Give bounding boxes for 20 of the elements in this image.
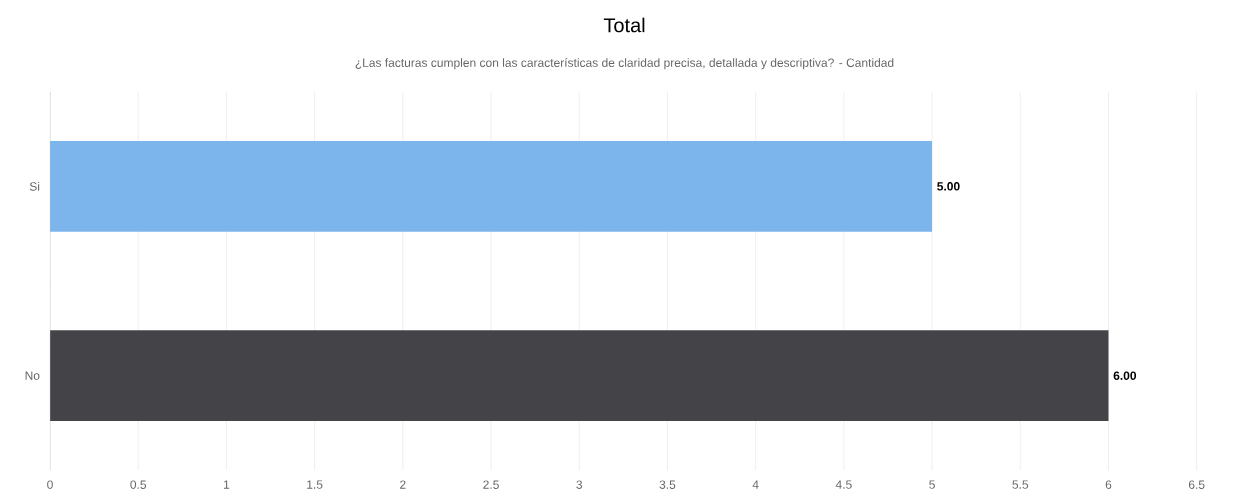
x-tick-label: 6.5 [1188, 480, 1205, 489]
x-tick-label: 1 [224, 480, 230, 489]
data-label: 5.00 [937, 182, 960, 191]
x-tick-label: 4 [752, 480, 759, 489]
x-tick-label: 2.5 [483, 480, 499, 489]
x-tick-label: 5.5 [1012, 480, 1029, 489]
x-tick-label: 2 [400, 480, 406, 489]
chart-subtitle: ¿Las facturas cumplen con las características de claridad precisa, detallada y descriptiva? - Cantidad [355, 57, 894, 70]
y-tick-label: Si [29, 181, 40, 191]
chart-title: Total [603, 17, 645, 33]
x-tick-label: 1.5 [307, 480, 323, 489]
x-tick-label: 0 [47, 480, 53, 489]
y-tick-label: No [25, 371, 40, 380]
data-label: 6.00 [1113, 371, 1137, 380]
x-tick-label: 4.5 [835, 480, 852, 489]
x-tick-label: 0.5 [130, 480, 147, 489]
x-tick-label: 3 [576, 480, 583, 489]
x-tick-label: 5 [929, 480, 935, 489]
x-tick-label: 3.5 [659, 480, 676, 489]
x-tick-label: 6 [1105, 480, 1112, 489]
